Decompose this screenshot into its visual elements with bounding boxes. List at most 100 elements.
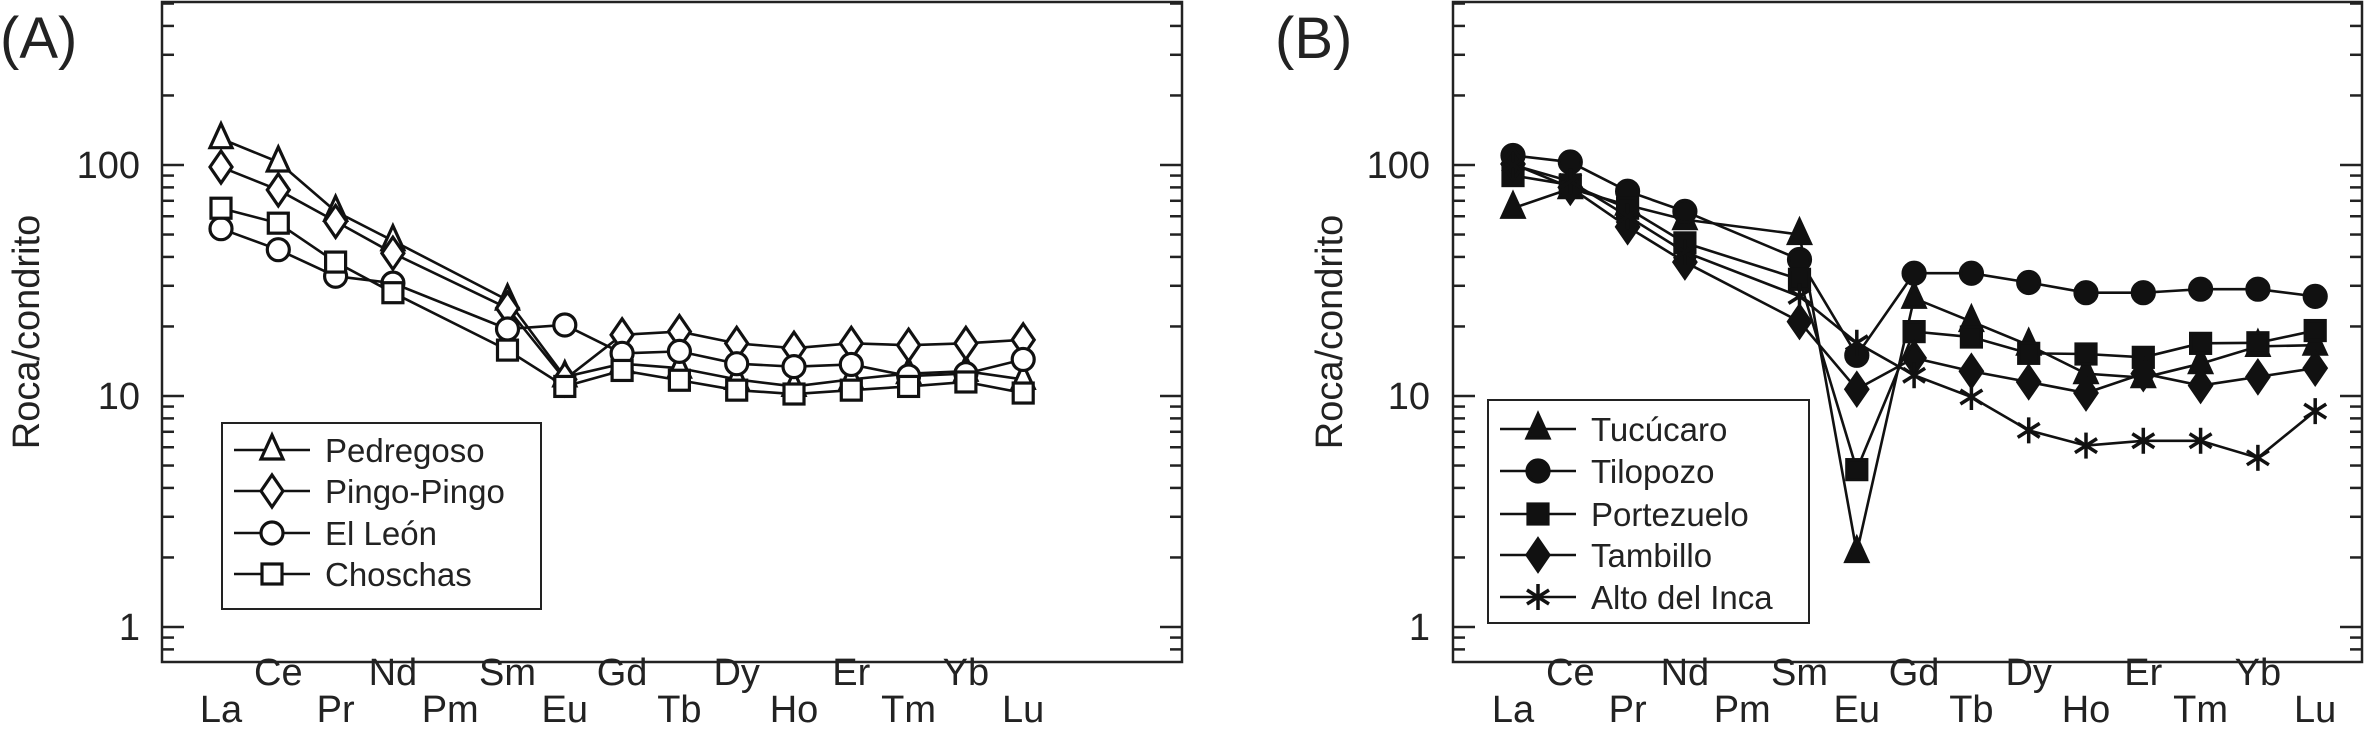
x-tick-label: Pr <box>317 689 355 731</box>
legend-label: Pedregoso <box>325 432 485 469</box>
legend-label: Tilopozo <box>1591 453 1715 490</box>
data-point <box>495 338 520 362</box>
data-point <box>209 196 233 220</box>
data-point <box>2130 280 2156 306</box>
data-point <box>1958 352 1985 391</box>
data-point <box>2245 276 2271 302</box>
plot-frame <box>160 0 1184 664</box>
data-point <box>2015 363 2042 401</box>
data-point <box>265 171 292 209</box>
series-tilopozo <box>1500 142 2328 368</box>
legend-marker-square <box>1526 502 1550 526</box>
x-tick-label: Pr <box>1609 689 1647 731</box>
data-point <box>208 148 234 186</box>
data-point <box>2302 349 2329 387</box>
legend-marker-square <box>260 562 284 586</box>
data-point <box>494 316 521 342</box>
x-tick-label: Nd <box>369 652 418 694</box>
x-tick-label: Tm <box>2173 689 2228 731</box>
data-point <box>552 312 578 338</box>
legend: Pedregoso Pingo-Pingo El León Choschas <box>221 422 542 610</box>
data-point <box>1845 458 1869 482</box>
data-point <box>1499 189 1527 219</box>
data-point <box>207 119 235 150</box>
data-point <box>324 250 348 274</box>
data-point <box>1902 362 1927 389</box>
data-point <box>2074 432 2098 459</box>
series-alto-del-inca <box>1501 152 2328 471</box>
data-point <box>2187 366 2214 405</box>
legend-label: Portezuelo <box>1591 496 1749 533</box>
data-point <box>1959 325 1984 349</box>
data-point <box>2189 331 2213 355</box>
data-point <box>1615 203 1640 230</box>
data-point <box>2016 417 2041 444</box>
x-tick-label: Ho <box>770 689 819 731</box>
data-point <box>1901 260 1927 286</box>
x-tick-label: Sm <box>1771 652 1828 694</box>
data-point <box>2303 398 2328 425</box>
legend-label: Pingo-Pingo <box>325 473 505 510</box>
legend-marker-circle <box>1525 458 1551 484</box>
x-tick-label: Eu <box>1834 689 1880 731</box>
x-tick-label: Yb <box>2235 652 2281 694</box>
data-point <box>1786 302 1813 341</box>
data-point <box>1787 283 1812 310</box>
data-point <box>1501 152 1525 178</box>
panel-a: (A) 1 10 100 Roca/condrito La Ce Pr NdPmSmEuGdTb… <box>0 0 1184 731</box>
x-tick-label: Sm <box>479 652 536 694</box>
data-point <box>1011 381 1035 405</box>
data-point <box>1902 320 1926 344</box>
legend-marker-circle <box>259 520 285 546</box>
data-point <box>839 378 863 402</box>
x-tick-label: Ho <box>2062 689 2111 731</box>
data-point <box>322 202 349 241</box>
data-point <box>1558 168 1583 195</box>
y-axis-label: Roca/condrito <box>1309 215 1351 449</box>
x-tick-label: Er <box>832 652 870 694</box>
data-point <box>782 382 806 406</box>
data-point <box>2073 280 2099 306</box>
data-point <box>725 378 749 402</box>
legend-marker-asterisk <box>1526 584 1550 610</box>
data-point <box>2130 354 2157 393</box>
y-tick-label: 1 <box>1409 607 1430 649</box>
data-point <box>2188 427 2213 454</box>
data-point <box>1959 384 1984 411</box>
data-point <box>265 237 291 263</box>
data-point <box>266 211 290 235</box>
legend-label: El León <box>325 515 437 552</box>
data-point <box>667 368 692 392</box>
data-point <box>2245 444 2270 471</box>
data-point <box>1010 346 1036 373</box>
data-point <box>895 326 922 364</box>
data-point <box>1900 279 1928 309</box>
series-el-león <box>208 216 1036 389</box>
legend-label: Tambillo <box>1591 537 1712 574</box>
data-point <box>1786 215 1813 246</box>
legend-marker-triangle <box>258 431 286 461</box>
legend-marker-triangle <box>1524 410 1552 440</box>
x-tick-label: Dy <box>713 652 759 694</box>
data-point <box>2244 358 2271 396</box>
x-tick-label: Eu <box>542 689 588 731</box>
panel-b: (B) 1 10 100 Roca/condrito La Ce Pr NdPmSmEuGdTb… <box>1275 0 2364 731</box>
y-tick-label: 10 <box>98 376 140 418</box>
data-point <box>896 374 921 399</box>
data-point <box>2246 331 2270 355</box>
legend-label: Choschas <box>325 556 472 593</box>
data-point <box>954 370 978 394</box>
x-tick-label: Dy <box>2005 652 2051 694</box>
plot-frame <box>1451 0 2364 664</box>
data-point <box>1786 246 1813 273</box>
data-point <box>2302 283 2328 309</box>
data-point <box>1672 198 1698 224</box>
data-point <box>379 234 406 273</box>
data-point <box>264 143 292 173</box>
data-point <box>610 358 634 383</box>
data-point <box>1843 370 1870 409</box>
legend: Tucúcaro Tilopozo Portezuelo Tambillo Alto d… <box>1487 399 1810 624</box>
x-tick-label: Yb <box>943 652 989 694</box>
data-point <box>2188 276 2214 302</box>
